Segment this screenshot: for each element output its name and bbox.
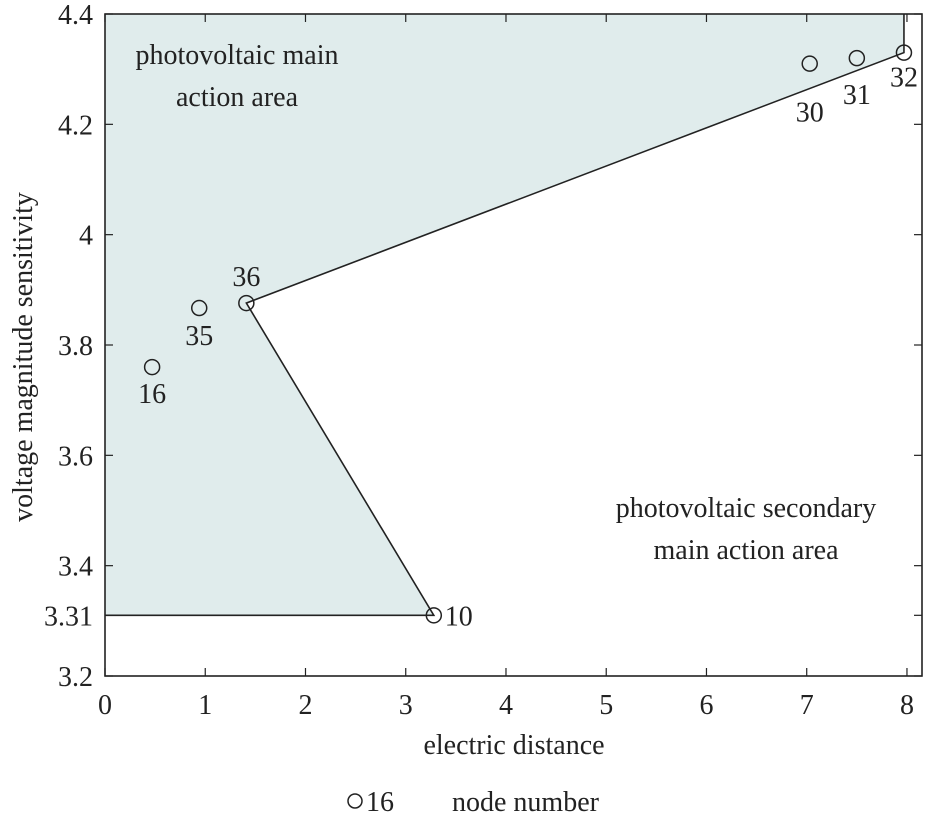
y-tick-label: 4.2 <box>58 110 93 141</box>
y-tick-label: 3.4 <box>58 552 93 583</box>
area-boundary-line <box>105 14 905 617</box>
node-10-marker <box>425 607 443 624</box>
node-35-marker <box>190 299 208 317</box>
node-32-marker <box>895 44 913 61</box>
legend-text: node number <box>452 787 600 817</box>
node-36-label: 36 <box>232 262 260 293</box>
node-16-label: 16 <box>138 379 166 410</box>
x-tick-label: 8 <box>900 690 914 721</box>
node-36-marker <box>238 294 255 312</box>
y-tick-label: 3.8 <box>58 331 93 362</box>
node-30-label: 30 <box>796 98 824 129</box>
y-tick-label: 3.6 <box>58 441 93 472</box>
legend-node-marker <box>347 793 363 809</box>
x-tick-label: 0 <box>98 690 112 721</box>
secondary-area-label-line-1: photovoltaic secondary <box>616 493 876 524</box>
x-tick-label: 7 <box>800 690 814 721</box>
axis-tick-labels: 0 1 2 3 4 5 6 7 8 3.2 3.31 3.4 3.6 3.8 4 4.2 4.4 <box>44 0 914 721</box>
node-16-marker <box>143 358 161 376</box>
x-axis-label: electric distance <box>423 730 604 761</box>
node-10-label: 10 <box>445 601 473 632</box>
node-30-marker <box>801 55 818 72</box>
main-action-region <box>105 14 904 616</box>
x-tick-label: 4 <box>499 690 513 721</box>
main-area-label-line-2: action area <box>176 82 299 113</box>
x-tick-label: 6 <box>699 690 713 721</box>
y-axis-label: voltage magnitude sensitivity <box>8 192 39 522</box>
main-area-label-line-1: photovoltaic main <box>136 40 339 71</box>
x-tick-label: 1 <box>198 690 212 721</box>
node-31-label: 31 <box>843 80 871 111</box>
y-tick-label: 3.31 <box>44 601 93 632</box>
y-tick-label: 4 <box>79 221 93 252</box>
node-35-label: 35 <box>185 321 213 352</box>
x-tick-label: 5 <box>599 690 613 721</box>
x-tick-label: 3 <box>399 690 413 721</box>
node-32-label: 32 <box>890 63 918 94</box>
y-tick-label: 3.2 <box>58 662 93 693</box>
secondary-area-label-line-2: main action area <box>653 535 839 566</box>
legend-marker-label: 16 <box>366 787 394 817</box>
axis-ticks <box>104 13 922 677</box>
node-31-marker <box>848 49 866 67</box>
legend: 16 node number <box>347 787 600 817</box>
node-markers: 16 35 36 10 30 31 32 <box>138 44 918 632</box>
y-tick-label: 4.4 <box>58 0 93 31</box>
x-tick-label: 2 <box>298 690 312 721</box>
